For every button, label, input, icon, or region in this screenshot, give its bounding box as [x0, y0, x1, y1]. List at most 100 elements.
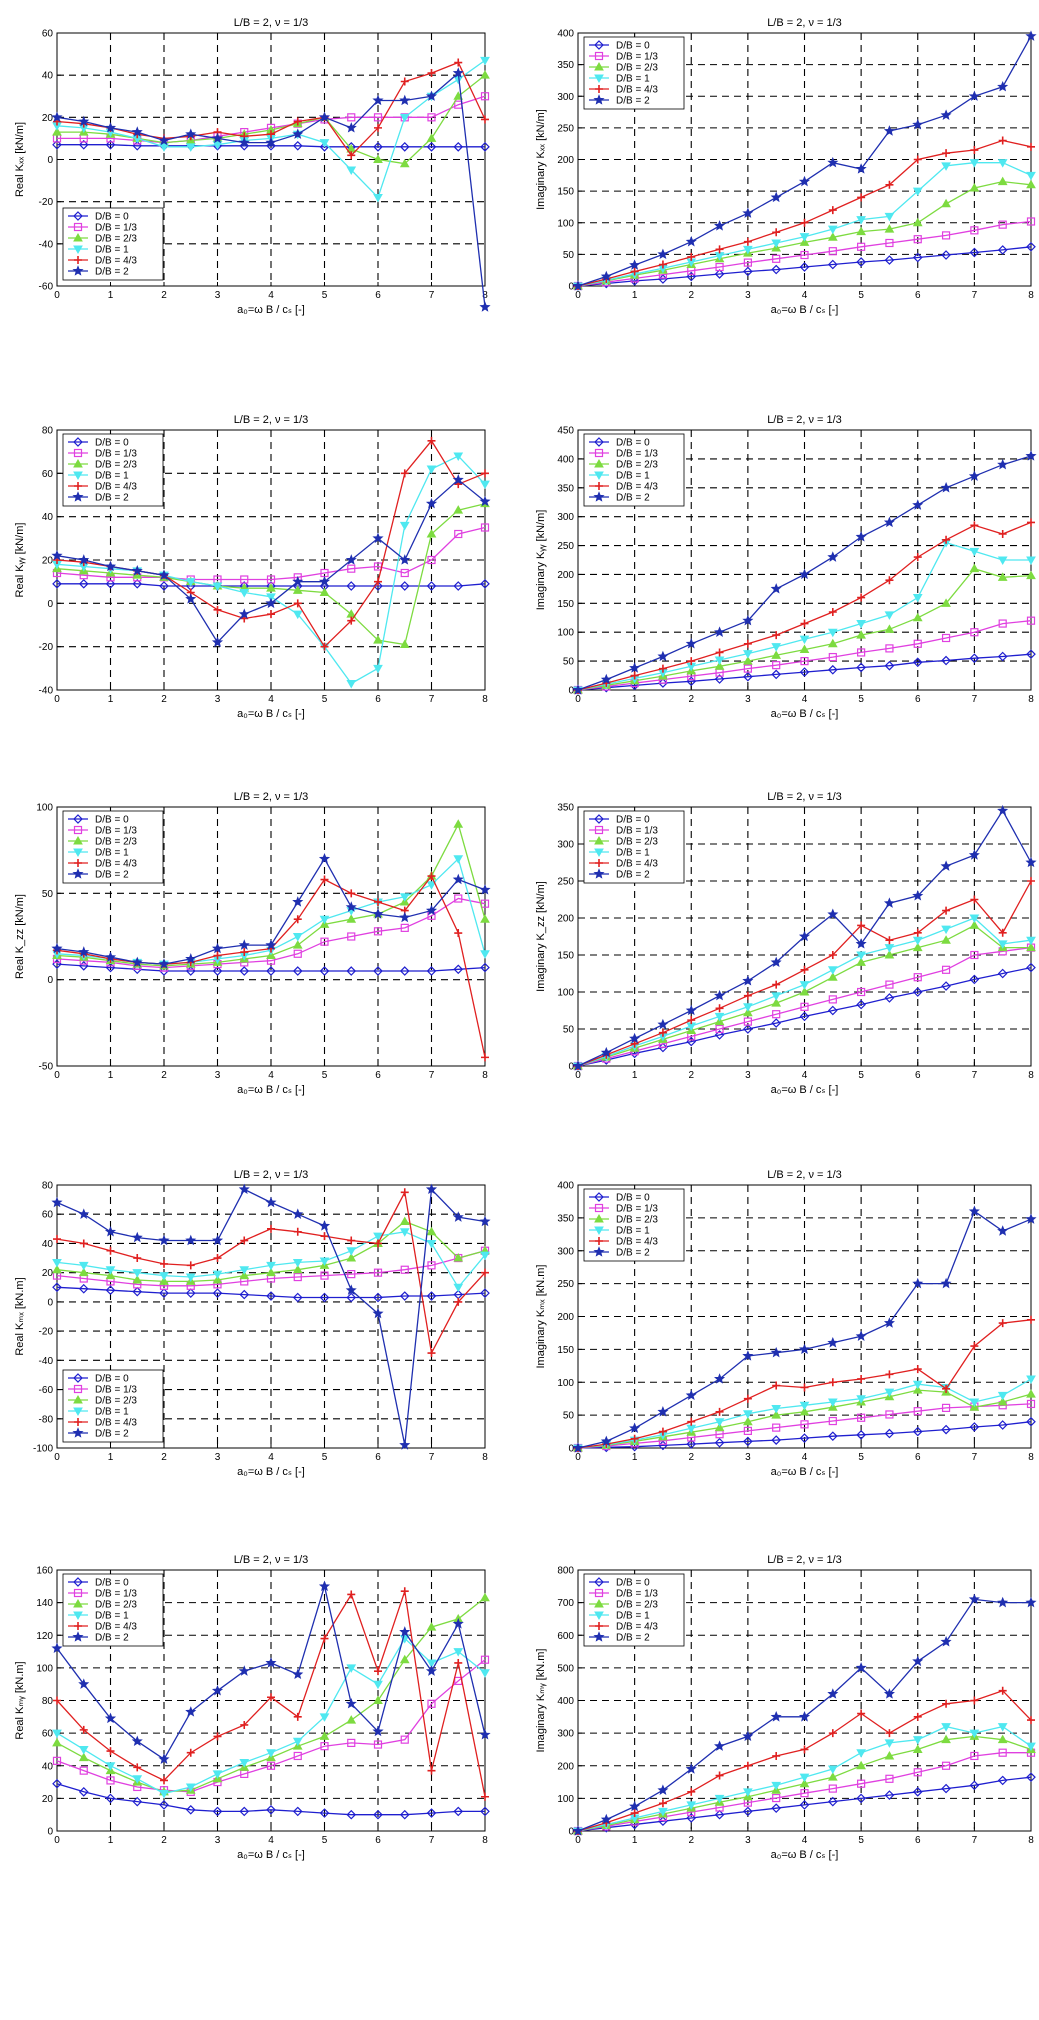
y-tick-label: 300: [557, 512, 574, 523]
data-point: [743, 237, 752, 246]
x-tick-label: 3: [745, 1452, 751, 1463]
y-tick-label: 100: [557, 628, 574, 639]
data-point: [133, 1763, 142, 1772]
data-point: [685, 637, 697, 649]
y-tick-label: 80: [42, 1181, 54, 1192]
x-tick-label: 5: [322, 1070, 328, 1081]
y-tick-label: -60: [39, 1385, 54, 1396]
data-point: [266, 593, 276, 602]
legend-label: D/B = 2/3: [616, 837, 658, 848]
data-point: [912, 936, 923, 946]
data-point: [106, 1747, 115, 1756]
y-tick-label: 200: [557, 1761, 574, 1772]
data-point: [856, 999, 866, 1010]
data-point: [884, 624, 895, 633]
x-tick-label: 4: [268, 1070, 274, 1081]
y-tick-label: 0: [568, 686, 574, 697]
data-point: [913, 553, 922, 562]
y-tick-label: 200: [557, 914, 574, 925]
legend-label: D/B = 1/3: [616, 1204, 658, 1215]
data-point: [912, 657, 923, 668]
data-point: [969, 974, 980, 985]
data-point: [942, 1384, 951, 1393]
data-point: [211, 1684, 224, 1696]
legend-label: D/B = 1/3: [616, 1589, 658, 1600]
chart-panel-4: 0 1 2 3 4 5 6 7 8 0 50 100 150 200 250 300 350 400 450 L/B …: [535, 414, 1037, 720]
data-point: [105, 1266, 116, 1275]
data-point: [426, 133, 437, 142]
data-point: [51, 1642, 63, 1653]
data-point: [1026, 616, 1036, 625]
data-point: [1025, 450, 1037, 461]
data-point: [399, 581, 410, 591]
chart-title: L/B = 2, ν = 1/3: [234, 414, 309, 426]
y-tick-label: 300: [557, 92, 574, 103]
data-point: [399, 158, 410, 168]
y-tick-label: 350: [557, 60, 574, 71]
data-point: [399, 142, 410, 152]
data-point: [885, 936, 894, 945]
data-point: [426, 581, 437, 591]
series-line: [56, 1783, 485, 1816]
legend-label: D/B = 1: [95, 245, 129, 256]
data-point: [856, 620, 866, 629]
data-point: [320, 1232, 329, 1241]
series-group: [572, 804, 1037, 1072]
data-point: [131, 1231, 143, 1243]
x-tick-label: 1: [108, 290, 114, 301]
data-point: [240, 1236, 249, 1245]
data-point: [427, 1261, 436, 1270]
legend-label: D/B = 1: [95, 1611, 129, 1622]
data-point: [399, 1439, 411, 1450]
data-point: [266, 1761, 276, 1770]
data-point: [998, 220, 1007, 229]
legend: D/B = 0D/B = 1/3D/B = 2/3D/B = 1D/B = 4/…: [583, 1188, 685, 1262]
series-line: [577, 220, 1032, 287]
data-point: [970, 628, 979, 637]
data-point: [743, 245, 753, 255]
data-point: [480, 578, 490, 589]
data-point: [884, 1739, 895, 1748]
legend-marker: [594, 1588, 604, 1598]
chart-panel-1: 0 1 2 3 4 5 6 7 8 -60 -40 -20 0 20 40 60 L/B = 2, ν = 1/…: [14, 17, 491, 316]
data-point: [345, 901, 357, 912]
data-point: [827, 664, 838, 675]
data-point: [771, 650, 782, 659]
data-point: [828, 608, 837, 616]
data-point: [657, 1018, 669, 1030]
data-point: [798, 1711, 811, 1722]
data-point: [78, 578, 89, 589]
data-point: [373, 664, 383, 674]
data-point: [969, 914, 980, 924]
data-point: [827, 628, 838, 638]
data-point: [399, 1291, 410, 1301]
data-point: [480, 1251, 490, 1261]
data-point: [969, 1729, 980, 1739]
data-point: [319, 139, 330, 148]
legend-marker: [73, 1588, 83, 1598]
data-point: [347, 1590, 356, 1599]
series-group: [572, 1205, 1037, 1454]
data-point: [213, 1732, 222, 1741]
data-point: [185, 593, 197, 604]
data-point: [685, 1763, 697, 1774]
y-tick-label: 400: [557, 29, 574, 40]
legend-label: D/B = 2/3: [95, 1396, 137, 1407]
legend-label: D/B = 0: [95, 1578, 129, 1589]
data-point: [319, 1731, 330, 1740]
data-point: [885, 980, 894, 989]
data-point: [884, 1428, 895, 1439]
data-point: [657, 1784, 669, 1795]
data-point: [827, 1688, 839, 1699]
data-point: [292, 128, 304, 139]
y-tick-label: 40: [42, 1761, 54, 1772]
data-point: [770, 1346, 782, 1358]
y-tick-label: 150: [557, 187, 574, 198]
data-point: [346, 166, 357, 176]
series-line: [56, 963, 486, 972]
data-point: [715, 245, 724, 254]
legend-box: [583, 1188, 685, 1262]
legend-label: D/B = 0: [95, 212, 129, 223]
data-point: [799, 1800, 810, 1810]
y-tick-label: 250: [557, 541, 574, 552]
